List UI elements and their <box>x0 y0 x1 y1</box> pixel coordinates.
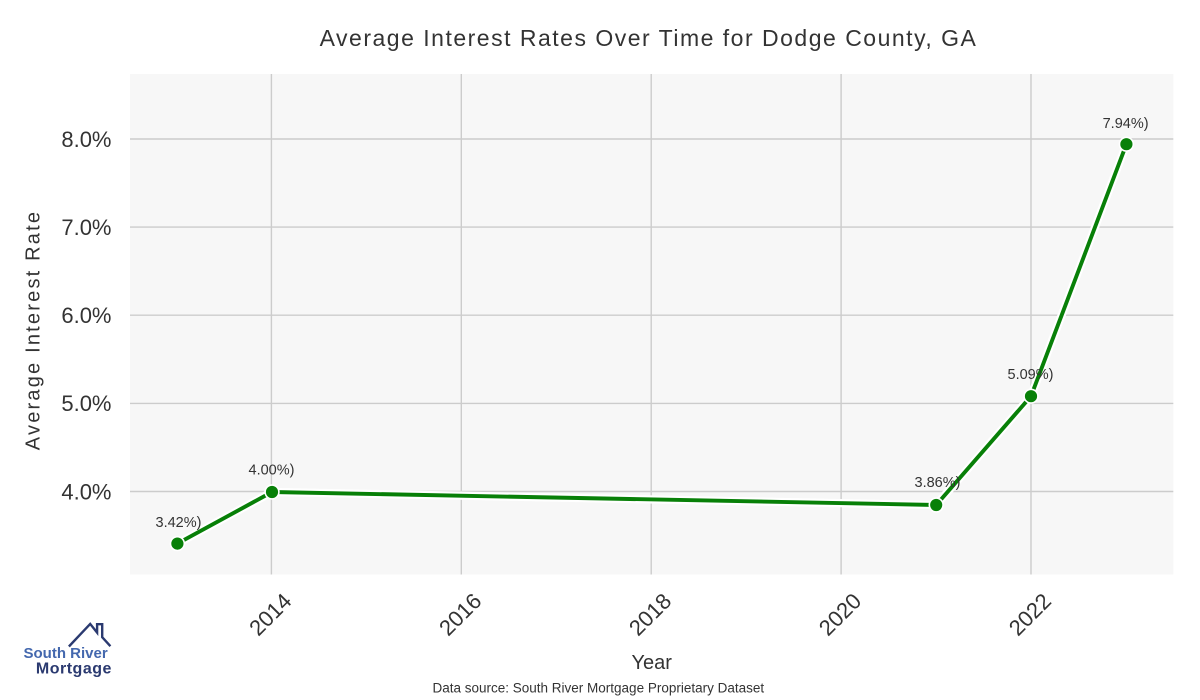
svg-text:3.86%): 3.86%) <box>915 475 961 491</box>
svg-text:8.0%: 8.0% <box>61 127 111 152</box>
svg-text:5.09%): 5.09%) <box>1008 367 1054 383</box>
svg-text:4.00%): 4.00%) <box>249 463 295 479</box>
svg-text:Average Interest Rates Over Ti: Average Interest Rates Over Time for Dod… <box>320 25 978 51</box>
svg-text:Mortgage: Mortgage <box>36 661 112 678</box>
svg-text:4.0%: 4.0% <box>61 479 111 504</box>
svg-text:5.0%: 5.0% <box>61 391 111 416</box>
svg-text:Year: Year <box>631 652 672 674</box>
svg-text:7.0%: 7.0% <box>61 215 111 240</box>
svg-text:Average Interest Rate: Average Interest Rate <box>23 210 45 450</box>
svg-text:South River: South River <box>24 645 108 662</box>
svg-text:6.0%: 6.0% <box>61 303 111 328</box>
svg-text:3.42%): 3.42%) <box>156 515 202 531</box>
svg-text:Data source: South River Mortg: Data source: South River Mortgage Propri… <box>432 680 764 695</box>
svg-text:7.94%): 7.94%) <box>1103 116 1149 132</box>
